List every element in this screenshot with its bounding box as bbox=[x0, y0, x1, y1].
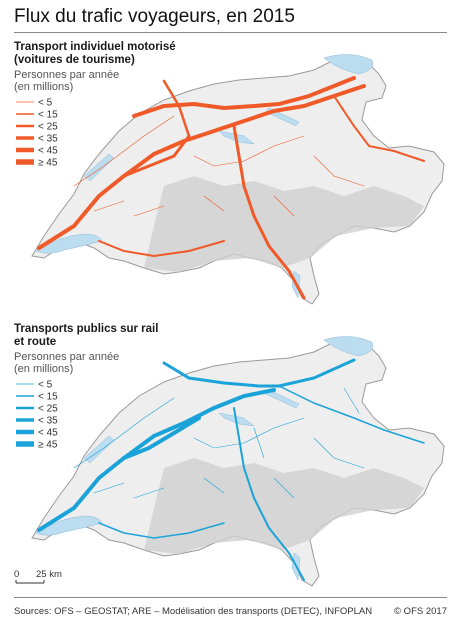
car-legend: < 5 < 15 < 25 < 35 < 45 ≥ 45 bbox=[16, 98, 58, 169]
car-flow-network bbox=[37, 76, 425, 300]
public-map-svg: Transports publics sur rail et route Per… bbox=[14, 323, 445, 587]
car-traffic-map: Transport individuel motorisé (voitures … bbox=[14, 36, 447, 316]
scale-zero: 0 bbox=[14, 569, 19, 580]
public-corridor-valais bbox=[98, 522, 225, 539]
public-legend-title-line1: Personnes par année bbox=[14, 351, 119, 363]
car-legend-label-5: < 45 bbox=[38, 146, 58, 157]
lakes bbox=[35, 54, 373, 299]
bottom-divider bbox=[14, 597, 447, 598]
car-minor-roads bbox=[73, 115, 365, 217]
car-panel-title-line1: Transport individuel motorisé bbox=[14, 41, 176, 53]
car-corridor-east bbox=[333, 95, 425, 162]
public-transport-map: Transports publics sur rail et route Per… bbox=[14, 318, 447, 594]
public-minor-lines bbox=[73, 387, 365, 499]
car-corridor-gotthard bbox=[232, 124, 306, 300]
car-corridor-bern bbox=[122, 134, 191, 178]
public-legend-label-3: < 25 bbox=[38, 404, 58, 415]
public-legend-label-5: < 45 bbox=[38, 428, 58, 439]
switzerland-outline bbox=[31, 55, 445, 305]
public-panel-header: Transports publics sur rail et route Per… bbox=[14, 323, 158, 375]
public-corridor-bern bbox=[122, 416, 201, 460]
public-corridor-gotthard bbox=[233, 407, 305, 581]
public-panel-title-line1: Transports publics sur rail bbox=[14, 323, 158, 335]
car-legend-title-line1: Personnes par année bbox=[14, 69, 119, 81]
lake-constance bbox=[323, 54, 373, 75]
top-divider bbox=[14, 32, 447, 33]
car-corridor-valais bbox=[98, 240, 225, 258]
lake-geneva bbox=[35, 515, 103, 536]
public-legend-title-line2: (en millions) bbox=[14, 363, 73, 375]
public-corridor-west bbox=[37, 388, 276, 532]
car-legend-label-4: < 35 bbox=[38, 134, 58, 145]
public-corridor-east bbox=[278, 385, 425, 444]
public-legend: < 5 < 15 < 25 < 35 < 45 ≥ 45 bbox=[16, 380, 58, 451]
car-panel-title-line2: (voitures de tourisme) bbox=[14, 54, 135, 66]
public-legend-label-6: ≥ 45 bbox=[38, 440, 58, 451]
car-panel-header: Transport individuel motorisé (voitures … bbox=[14, 41, 176, 93]
public-corridor-north bbox=[162, 358, 356, 388]
relief-shading bbox=[144, 176, 424, 272]
car-corridor-west bbox=[37, 84, 366, 250]
sources-text: Sources: OFS – GEOSTAT; ARE – Modélisati… bbox=[14, 606, 373, 617]
car-legend-label-3: < 25 bbox=[38, 122, 58, 133]
scale-bar: 0 25 km bbox=[14, 569, 62, 584]
lake-constance bbox=[323, 336, 373, 357]
scale-label: 25 km bbox=[36, 569, 62, 580]
car-legend-label-1: < 5 bbox=[38, 98, 53, 109]
public-legend-label-4: < 35 bbox=[38, 416, 58, 427]
copyright-text: © OFS 2017 bbox=[394, 606, 447, 617]
car-corridor-basel bbox=[162, 79, 191, 138]
car-legend-label-2: < 15 bbox=[38, 110, 58, 121]
public-legend-label-1: < 5 bbox=[38, 380, 53, 391]
car-map-svg: Transport individuel motorisé (voitures … bbox=[14, 41, 445, 305]
public-legend-label-2: < 15 bbox=[38, 392, 58, 403]
public-flow-network bbox=[37, 358, 425, 581]
car-legend-label-6: ≥ 45 bbox=[38, 158, 58, 169]
page-title: Flux du trafic voyageurs, en 2015 bbox=[14, 6, 295, 27]
relief-shading bbox=[144, 458, 424, 554]
car-legend-title-line2: (en millions) bbox=[14, 81, 73, 93]
switzerland-outline bbox=[31, 337, 445, 587]
lake-geneva bbox=[35, 233, 103, 254]
public-panel-title-line2: et route bbox=[14, 336, 56, 348]
car-corridor-north bbox=[132, 76, 356, 118]
